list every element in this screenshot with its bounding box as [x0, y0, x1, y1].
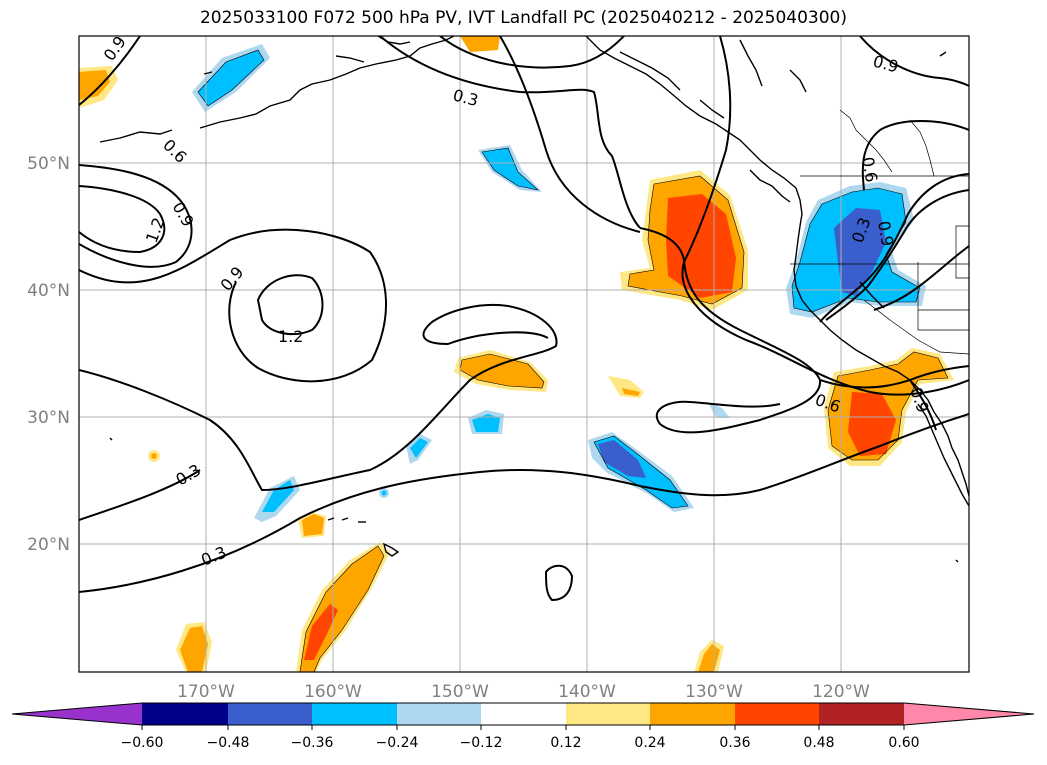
lon-label: 150°W: [431, 682, 489, 702]
lon-label: 160°W: [304, 682, 362, 702]
lon-label: 170°W: [177, 682, 235, 702]
lat-label: 20°N: [27, 535, 70, 555]
lat-label: 40°N: [27, 281, 70, 301]
colorbar-label: −0.12: [460, 735, 503, 751]
contour-label: 1.2: [278, 327, 303, 346]
contour-label: 0.9: [874, 219, 897, 247]
colorbar-segment: [142, 703, 228, 725]
colorbar-segment: [312, 703, 397, 725]
colorbar-label: −0.24: [376, 735, 419, 751]
map-title: 2025033100 F072 500 hPa PV, IVT Landfall…: [199, 8, 847, 28]
lat-tick-labels: 50°N 40°N 30°N 20°N: [27, 154, 70, 555]
gridlines: [79, 36, 969, 672]
colorbar-label: 0.24: [634, 735, 665, 751]
colorbar-label: 0.60: [888, 735, 919, 751]
lon-label: 120°W: [812, 682, 870, 702]
colorbar-segment: [228, 703, 312, 725]
contour-label: 0.6: [858, 155, 881, 183]
coastlines: [99, 36, 969, 507]
map-frame: [78, 35, 970, 673]
colorbar-segment: [397, 703, 481, 725]
lat-label: 50°N: [27, 154, 70, 174]
lon-label: 140°W: [558, 682, 616, 702]
colorbar-segment: [650, 703, 735, 725]
colorbar-label: 0.36: [719, 735, 750, 751]
islands: [109, 51, 959, 563]
colorbar-label: −0.36: [291, 735, 334, 751]
colorbar-label: 0.12: [550, 735, 581, 751]
colorbar-label: 0.48: [803, 735, 834, 751]
colorbar-segment: [481, 703, 566, 725]
colorbar-segment: [566, 703, 650, 725]
map-panel: 0.9 0.3 0.6 0.9 1.2 0.9 1.2 0.3 0.3 0.9 …: [79, 36, 969, 672]
colorbar-segment: [735, 703, 819, 725]
shaded-fields: [79, 36, 954, 672]
lon-label: 130°W: [685, 682, 743, 702]
colorbar-extend-low: [12, 703, 142, 725]
colorbar-label: −0.48: [207, 735, 250, 751]
lon-tick-labels: 170°W 160°W 150°W 140°W 130°W 120°W: [177, 682, 870, 702]
lat-label: 30°N: [27, 408, 70, 428]
pv-contours: [79, 36, 969, 602]
colorbar-segment: [819, 703, 904, 725]
colorbar-label: −0.60: [121, 735, 164, 751]
colorbar: −0.60 −0.48 −0.36 −0.24 −0.12 0.12 0.24 …: [11, 702, 1035, 751]
colorbar-extend-high: [904, 703, 1034, 725]
